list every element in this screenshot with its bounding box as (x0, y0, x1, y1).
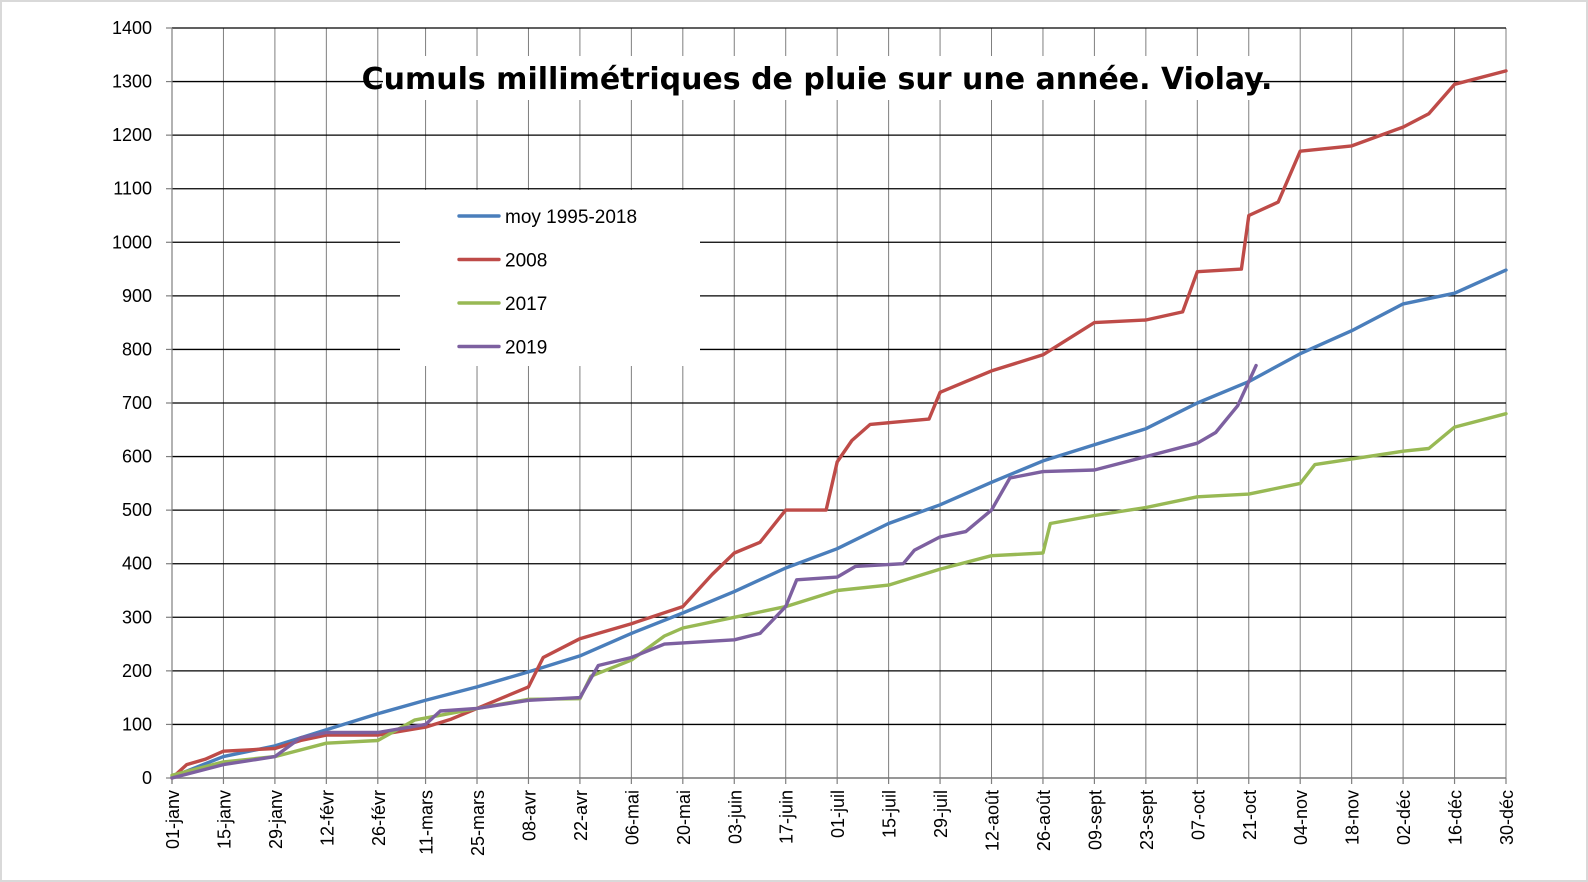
x-tick-label: 04-nov (1291, 790, 1311, 845)
legend-label: 2017 (505, 294, 547, 315)
legend: moy 1995-2018 2008 2017 2019 (400, 190, 700, 366)
x-tick-label: 08-avr (519, 790, 539, 841)
x-tick-label: 30-déc (1497, 790, 1517, 845)
y-tick-label: 200 (122, 661, 152, 681)
x-tick-label: 11-mars (417, 790, 437, 855)
x-tick-label: 06-mai (622, 790, 642, 845)
x-tick-label: 12-févr (317, 790, 337, 846)
series-line (170, 412, 1508, 777)
y-tick-label: 800 (122, 339, 152, 359)
x-tick-label: 18-nov (1343, 790, 1363, 845)
x-tick-label: 12-août (983, 790, 1003, 851)
x-tick-label: 20-mai (674, 790, 694, 845)
x-tick-label: 01-juil (828, 790, 848, 838)
x-tick-label: 07-oct (1188, 790, 1208, 840)
y-tick-label: 1400 (112, 18, 152, 38)
x-axis-ticks: 01-janv 15-janv 29-janv 12-févr 26-févr 11-ma… (163, 778, 1517, 856)
series-line (170, 268, 1508, 779)
legend-background (400, 190, 700, 366)
y-tick-label: 900 (122, 286, 152, 306)
x-tick-label: 03-juin (725, 790, 745, 844)
legend-label: 2008 (505, 251, 547, 272)
x-tick-label: 29-janv (266, 790, 286, 849)
y-tick-label: 500 (122, 500, 152, 520)
legend-label: moy 1995-2018 (505, 207, 637, 228)
y-tick-label: 1200 (112, 125, 152, 145)
x-tick-label: 22-avr (571, 790, 591, 841)
chart-title-group: Cumuls millimétriques de pluie sur une a… (362, 56, 1273, 100)
y-tick-label: 100 (122, 714, 152, 734)
axes (171, 28, 1506, 784)
chart-title-background (383, 56, 1251, 100)
data-series (170, 69, 1508, 780)
horizontal-gridlines (172, 27, 1506, 779)
y-tick-label: 0 (142, 768, 152, 788)
x-tick-label: 17-juin (777, 790, 797, 844)
x-tick-label: 23-sept (1137, 790, 1157, 850)
y-tick-label: 300 (122, 607, 152, 627)
y-tick-label: 1000 (112, 232, 152, 252)
legend-label: 2019 (505, 338, 547, 359)
y-tick-label: 400 (122, 554, 152, 574)
y-axis-ticks: 0 100 200 300 400 500 600 700 800 900 1000 1100 1200… (112, 18, 172, 788)
x-tick-label: 15-janv (214, 790, 234, 849)
x-tick-label: 09-sept (1085, 790, 1105, 850)
x-tick-label: 26-févr (369, 790, 389, 846)
y-tick-label: 1100 (113, 179, 152, 199)
x-tick-label: 29-juil (931, 790, 951, 838)
y-tick-label: 1300 (112, 72, 152, 92)
y-tick-label: 600 (122, 447, 152, 467)
x-tick-label: 02-déc (1394, 790, 1414, 845)
series-line (170, 363, 1258, 780)
x-tick-label: 25-mars (468, 790, 488, 856)
series-line (170, 69, 1508, 780)
x-tick-label: 15-juil (880, 790, 900, 838)
x-tick-label: 26-août (1034, 790, 1054, 851)
x-tick-label: 16-déc (1446, 790, 1466, 845)
chart-title: Cumuls millimétriques de pluie sur une a… (362, 62, 1273, 97)
y-tick-label: 700 (122, 393, 152, 413)
x-tick-label: 01-janv (163, 790, 183, 849)
x-tick-label: 21-oct (1240, 790, 1260, 840)
